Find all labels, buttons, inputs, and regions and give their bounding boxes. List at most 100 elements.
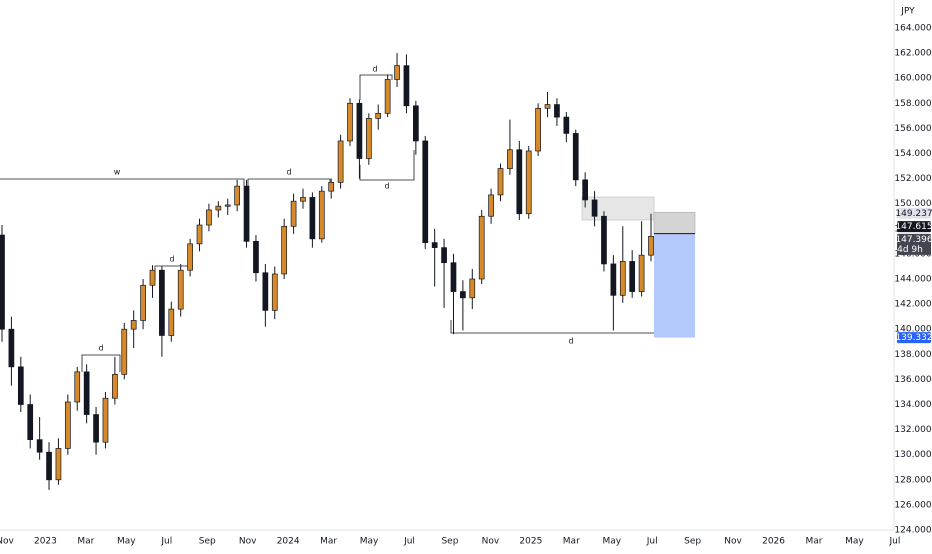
candle-body [619,261,626,296]
y-tick-label: 136.000 [894,375,931,385]
candle-body [488,194,494,217]
y-tick-label: 162.000 [894,49,931,59]
annotation: d [169,255,174,264]
candle-body [516,149,523,215]
candle-body [394,65,400,80]
y-tick-label: 130.000 [894,450,931,460]
candle-body [337,140,344,183]
candle-body [572,133,579,181]
candle-body [347,102,353,142]
candle-body [469,278,476,299]
candle-body [601,215,607,265]
candle-body [196,224,203,245]
bracket [450,320,691,334]
candle-body [413,105,419,142]
candle-body [271,273,278,311]
candle-body [290,200,297,227]
price-label-box [897,207,931,219]
candle-body [318,190,325,240]
candle-body [281,225,288,275]
price-label: 147.615 [895,222,932,232]
candle-body [365,118,372,159]
supply-zone [581,196,655,221]
candle-body [478,215,485,280]
candle-body [300,197,306,202]
x-tick-label: Sep [684,537,701,547]
x-tick-label: 2025 [519,537,542,547]
candle-body [582,179,589,201]
y-tick-label: 132.000 [894,425,931,435]
candle-body [629,261,636,292]
x-tick-label: May [845,537,864,547]
x-tick-label: 2023 [34,537,57,547]
y-tick-label: 134.000 [894,400,931,410]
x-tick-label: Sep [441,537,458,547]
x-tick-label: May [602,537,621,547]
candle-body [535,107,541,152]
candle-body [375,112,382,119]
bracket [0,178,245,186]
annotation: w [114,168,121,177]
y-tick-label: 152.000 [894,174,931,184]
candle-body [177,269,184,310]
annotation: d [568,337,573,346]
candle-body [46,451,52,481]
candle-body [544,104,551,109]
candle-body [497,168,504,196]
y-tick-label: 126.000 [894,500,931,510]
bracket [359,74,393,100]
candle-body [17,366,24,405]
x-tick-label: Mar [320,537,337,547]
candle-body [648,235,654,256]
bracket [81,354,121,372]
x-tick-label: Mar [563,537,580,547]
candle-body [93,414,99,443]
x-tick-label: Mar [77,537,94,547]
candle-body [149,269,156,286]
candle-body [356,102,363,159]
candle-body [0,234,5,330]
y-tick-label: 150.000 [894,199,931,209]
candle-body [253,241,259,274]
y-tick-label: 142.000 [894,300,931,310]
x-tick-label: Nov [0,537,14,547]
candle-body [112,374,118,399]
y-tick-label: 128.000 [894,475,931,485]
candle-body [64,401,71,449]
candle-body [525,150,532,215]
candle-body [102,397,109,443]
candle-body [74,371,81,403]
candle-body [130,320,137,330]
candle-body [27,404,34,440]
x-tick-label: Sep [199,537,216,547]
price-label-box [897,233,931,255]
y-tick-label: 154.000 [894,149,931,159]
price-label: 147.396 [895,235,932,245]
candle-body [206,209,212,226]
x-tick-label: May [360,537,379,547]
annotation: d [98,344,103,353]
x-tick-label: Jul [646,537,658,547]
y-tick-label: 156.000 [894,124,931,134]
x-tick-label: May [117,537,136,547]
candle-body [563,116,570,134]
price-label: 139.332 [895,333,932,343]
candle-body [450,262,457,292]
x-tick-label: Jul [160,537,172,547]
y-tick-label: 124.000 [894,526,931,536]
annotation: d [372,65,377,74]
candle-body [55,448,62,481]
x-tick-label: Nov [724,537,742,547]
candle-body [554,104,560,118]
candle-body [507,149,513,169]
candle-body [168,308,175,336]
candle-body [441,247,447,264]
annotation: d [384,182,389,191]
x-tick-label: 2026 [762,537,785,547]
candle-body [422,140,429,243]
price-label: 149.237 [895,209,932,219]
candle-body [159,269,165,336]
candle-body [215,205,222,211]
